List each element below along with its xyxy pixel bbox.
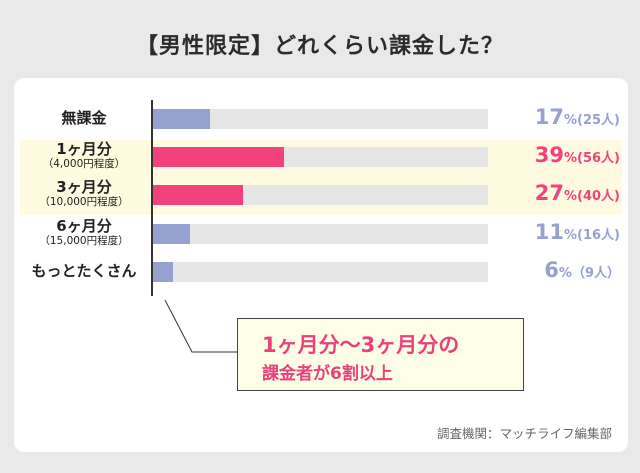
category-name: 3ヶ月分 (56, 178, 112, 196)
value-label: 11%(16人) (535, 220, 620, 244)
count-value: (16人) (577, 228, 620, 243)
percent-unit: % (563, 113, 578, 128)
source-note: 調査機関：マッチライフ編集部 (436, 426, 612, 441)
value-label: 27%(40人) (535, 181, 620, 205)
category-sub: （4,000円程度） (42, 158, 126, 170)
bar-track (153, 147, 488, 167)
category-name: 無課金 (61, 109, 107, 127)
value-label: 6%（9人） (544, 258, 620, 282)
category-label: 無課金 (20, 110, 148, 127)
bar-track (153, 185, 488, 205)
bar (153, 262, 174, 282)
count-value: (56人) (577, 151, 620, 166)
category-label: 6ヶ月分 （15,000円程度） (20, 218, 148, 248)
bar (153, 224, 190, 244)
percent-unit: % (558, 266, 572, 281)
bar (153, 147, 284, 167)
bar-track (153, 109, 488, 129)
percent-unit: % (563, 151, 578, 166)
category-name: もっとたくさん (31, 262, 137, 280)
callout-line-1: 1ヶ月分〜3ヶ月分の (262, 333, 460, 357)
bar-track (153, 262, 488, 282)
category-sub: （15,000円程度） (39, 235, 129, 247)
count-value: (40人) (577, 189, 620, 204)
value-label: 17%(25人) (535, 105, 620, 129)
y-axis-line (151, 100, 153, 296)
category-sub: （10,000円程度） (39, 196, 129, 208)
bar (153, 185, 244, 205)
bar-track (153, 224, 488, 244)
percent-unit: % (563, 189, 578, 204)
percent-unit: % (563, 228, 578, 243)
percent-value: 17 (534, 105, 564, 129)
category-name: 1ヶ月分 (56, 140, 112, 158)
category-name: 6ヶ月分 (56, 217, 112, 235)
percent-value: 27 (534, 181, 564, 205)
bar (153, 109, 210, 129)
count-value: (25人) (577, 113, 620, 128)
percent-value: 6 (544, 258, 559, 282)
value-label: 39%(56人) (535, 143, 620, 167)
callout-box: 1ヶ月分〜3ヶ月分の 課金者が6割以上 (237, 318, 524, 391)
percent-value: 39 (534, 143, 564, 167)
category-label: 1ヶ月分 （4,000円程度） (20, 141, 148, 171)
category-label: もっとたくさん (20, 263, 148, 280)
category-label: 3ヶ月分 （10,000円程度） (20, 179, 148, 209)
chart-title: 【男性限定】どれくらい課金した？ (135, 34, 504, 59)
percent-value: 11 (534, 220, 564, 244)
callout-line-2: 課金者が6割以上 (262, 364, 393, 384)
count-value: （9人） (571, 266, 620, 281)
